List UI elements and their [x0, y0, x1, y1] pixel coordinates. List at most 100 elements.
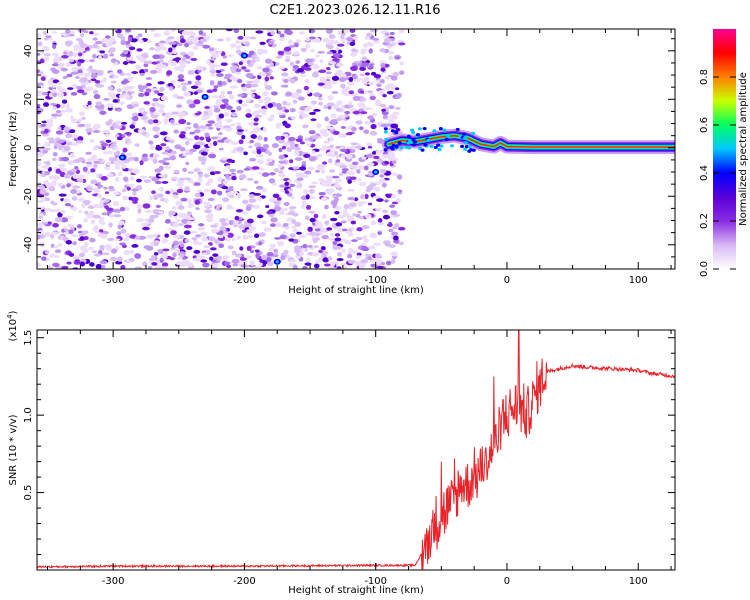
noise-cell [100, 142, 109, 147]
noise-cell [381, 262, 386, 266]
noise-cell [356, 169, 361, 174]
noise-cell [320, 181, 327, 186]
noise-cell [217, 50, 222, 54]
noise-cell [153, 134, 159, 139]
noise-cell [52, 262, 60, 267]
noise-cell [43, 102, 50, 107]
noise-cell [199, 38, 208, 43]
noise-cell [352, 110, 361, 115]
noise-cell [209, 166, 215, 170]
noise-cell [295, 39, 302, 43]
noise-cell [137, 208, 142, 214]
noise-cell [296, 67, 304, 73]
noise-cell [104, 133, 110, 138]
noise-cell [187, 51, 195, 57]
noise-cell [171, 206, 177, 210]
noise-cell [248, 121, 256, 127]
noise-cell [217, 139, 225, 143]
noise-cell [206, 108, 213, 112]
noise-cell [345, 132, 353, 136]
noise-cell [194, 192, 201, 198]
noise-cell [78, 210, 83, 213]
noise-cell [388, 221, 393, 228]
noise-cell [87, 205, 95, 209]
noise-cell [287, 188, 293, 192]
noise-cell [322, 84, 328, 89]
noise-cell [211, 136, 218, 140]
noise-cell [264, 58, 273, 64]
noise-cell [138, 107, 146, 113]
noise-cell [128, 196, 133, 201]
noise-cell [204, 209, 212, 214]
noise-cell [96, 193, 103, 199]
noise-cell [245, 205, 252, 211]
noise-cell [255, 153, 264, 158]
noise-cell [295, 60, 301, 64]
noise-cell [362, 42, 368, 48]
noise-cell [103, 98, 110, 101]
noise-cell [70, 92, 78, 96]
noise-cell [283, 46, 292, 52]
noise-cell [122, 147, 128, 153]
noise-cell [349, 107, 356, 112]
noise-cell [256, 66, 263, 70]
noise-cell [241, 229, 247, 233]
signal-scatter [397, 141, 402, 145]
noise-cell [101, 252, 110, 256]
noise-cell [386, 260, 392, 266]
noise-cell [355, 260, 363, 266]
noise-cell [75, 37, 83, 42]
noise-cell [37, 142, 41, 146]
noise-cell [376, 79, 382, 84]
noise-cell [391, 41, 398, 45]
noise-cell [364, 253, 372, 257]
noise-cell [145, 83, 152, 87]
noise-cell [132, 115, 139, 122]
noise-cell [380, 63, 386, 68]
noise-cell [312, 71, 320, 75]
noise-cell [236, 79, 243, 84]
signal-scatter [390, 147, 395, 151]
noise-cell [273, 251, 279, 255]
noise-cell [175, 200, 183, 206]
noise-cell [351, 239, 358, 242]
noise-cell [146, 39, 152, 44]
noise-cell [341, 248, 346, 253]
noise-cell [170, 29, 176, 32]
noise-cell [311, 235, 319, 239]
noise-cell [127, 156, 136, 161]
noise-cell [237, 35, 244, 40]
noise-cell [87, 104, 93, 109]
noise-cell [45, 35, 52, 39]
noise-cell [120, 80, 128, 85]
signal-scatter [437, 147, 442, 152]
noise-cell [172, 252, 177, 258]
noise-cell [361, 225, 370, 230]
noise-cell [284, 56, 292, 60]
noise-cell [147, 60, 153, 65]
noise-cell [37, 33, 42, 38]
noise-cell [390, 172, 399, 176]
noise-cell [377, 259, 382, 265]
noise-cell [231, 112, 238, 117]
noise-cell [277, 112, 284, 116]
noise-cell [311, 100, 318, 104]
noise-cell [293, 51, 300, 55]
noise-cell [92, 89, 99, 95]
noise-cell [183, 224, 192, 229]
hotspot-core [275, 260, 279, 264]
noise-cell [358, 216, 364, 220]
noise-cell [87, 100, 92, 106]
noise-cell [329, 169, 335, 173]
noise-cell [154, 90, 160, 94]
noise-cell [105, 161, 112, 166]
noise-cell [179, 67, 185, 73]
signal-scatter [383, 148, 388, 152]
noise-cell [266, 261, 274, 267]
noise-cell [173, 129, 179, 134]
noise-cell [37, 111, 41, 115]
noise-cell [198, 241, 203, 246]
noise-cell [248, 225, 257, 231]
noise-cell [327, 106, 332, 110]
noise-cell [190, 85, 199, 89]
